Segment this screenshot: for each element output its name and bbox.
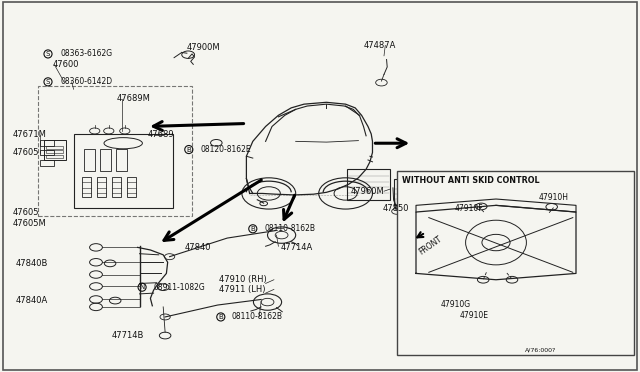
Text: 47671M: 47671M — [13, 130, 47, 139]
Text: 47960M: 47960M — [351, 187, 385, 196]
Bar — [38, 86, 192, 216]
Text: A/76:000?: A/76:000? — [525, 348, 556, 353]
Text: 47910F: 47910F — [454, 204, 483, 213]
Bar — [40, 140, 54, 146]
Text: 47714B: 47714B — [112, 331, 145, 340]
Text: 47714A: 47714A — [280, 243, 312, 251]
Text: 47605M: 47605M — [13, 219, 47, 228]
Text: 47900M: 47900M — [187, 43, 221, 52]
Bar — [44, 140, 66, 160]
Text: 47910G: 47910G — [440, 300, 470, 309]
Bar — [84, 149, 95, 171]
Text: S: S — [46, 51, 50, 57]
Bar — [116, 149, 127, 171]
Text: FRONT: FRONT — [417, 234, 444, 257]
Text: 08110-8162B: 08110-8162B — [232, 312, 283, 321]
Bar — [97, 177, 106, 197]
Text: 47910 (RH): 47910 (RH) — [219, 275, 267, 284]
Bar — [397, 171, 634, 355]
Text: 08120-8162E: 08120-8162E — [200, 145, 251, 154]
Text: 47689M: 47689M — [117, 94, 151, 103]
Bar — [82, 177, 91, 197]
Text: N: N — [140, 284, 145, 290]
Text: B: B — [186, 147, 191, 153]
Text: 47850: 47850 — [383, 204, 409, 213]
Bar — [127, 177, 136, 197]
Bar — [112, 177, 121, 197]
Text: S: S — [46, 79, 50, 85]
Text: 47910E: 47910E — [460, 311, 488, 320]
Text: 47605: 47605 — [13, 148, 39, 157]
Text: 47910H: 47910H — [539, 193, 569, 202]
Text: B: B — [250, 226, 255, 232]
Text: 47487A: 47487A — [364, 41, 396, 50]
Bar — [40, 150, 54, 155]
Bar — [46, 155, 63, 158]
Text: 47840: 47840 — [184, 243, 211, 252]
Text: 47605: 47605 — [13, 208, 39, 217]
Text: 08911-1082G: 08911-1082G — [154, 283, 205, 292]
Text: 47840A: 47840A — [16, 296, 48, 305]
Bar — [46, 146, 63, 149]
Bar — [40, 160, 54, 166]
Text: 47911 (LH): 47911 (LH) — [219, 285, 266, 294]
Text: WITHOUT ANTI SKID CONTROL: WITHOUT ANTI SKID CONTROL — [402, 176, 540, 185]
Bar — [74, 134, 173, 208]
Text: 08363-6162G: 08363-6162G — [61, 49, 113, 58]
Text: 47840B: 47840B — [16, 259, 49, 268]
Text: 47600: 47600 — [52, 60, 79, 69]
Bar — [100, 149, 111, 171]
Text: 08360-6142D: 08360-6142D — [61, 77, 113, 86]
Bar — [394, 179, 420, 205]
Polygon shape — [416, 205, 576, 280]
Text: 47689: 47689 — [147, 130, 174, 139]
Text: B: B — [218, 314, 223, 320]
Text: 08110-8162B: 08110-8162B — [264, 224, 316, 233]
Bar — [347, 169, 390, 200]
Bar — [46, 150, 63, 153]
